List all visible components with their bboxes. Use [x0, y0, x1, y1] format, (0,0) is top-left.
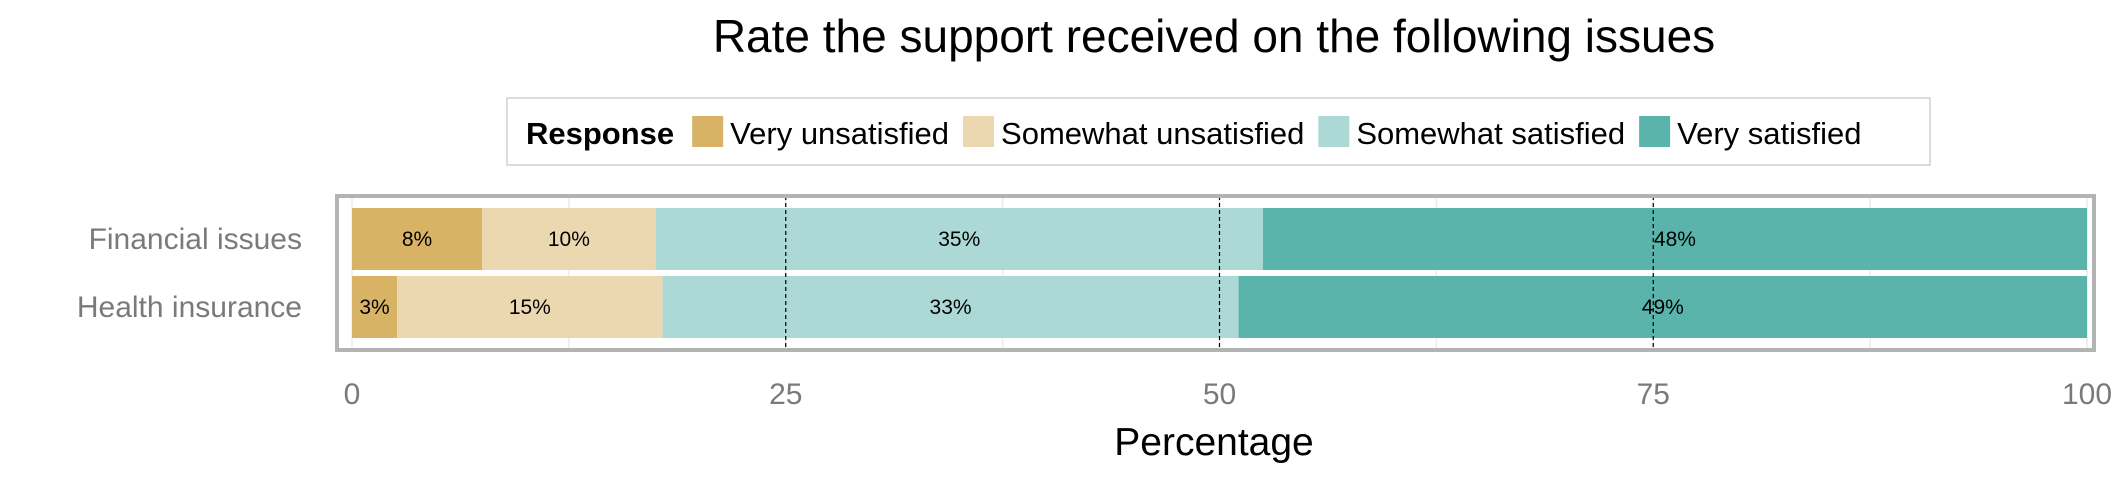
bar-segment — [655, 208, 1263, 270]
legend: Response Very unsatisfied Somewhat unsati… — [506, 97, 1931, 166]
x-tick-label: 0 — [344, 378, 361, 411]
legend-label: Somewhat satisfied — [1356, 116, 1625, 151]
bar-value-label: 49% — [1642, 296, 1684, 319]
legend-key — [963, 116, 995, 147]
bar-segment — [662, 276, 1239, 338]
panel-border — [335, 194, 2096, 352]
category-label: Financial issues — [89, 223, 302, 256]
legend-label: Very satisfied — [1677, 116, 1861, 151]
bar-value-label: 10% — [548, 228, 590, 251]
legend-label: Somewhat unsatisfied — [1001, 116, 1304, 151]
legend-label: Very unsatisfied — [730, 116, 949, 151]
legend-key — [1318, 116, 1350, 147]
legend-box — [506, 97, 1931, 166]
bar-value-label: 3% — [359, 296, 389, 319]
bar-segment — [397, 276, 663, 338]
bar-value-label: 8% — [402, 228, 432, 251]
bar-value-label: 48% — [1654, 228, 1696, 251]
plot-area: 8% 10% 35% 48% 3% 15% 33% 49% Financial issues H… — [77, 194, 2112, 411]
x-tick-label: 75 — [1637, 378, 1670, 411]
bar-value-label: 35% — [938, 228, 980, 251]
legend-title: Response — [526, 116, 674, 151]
chart-title: Rate the support received on the followi… — [713, 10, 1715, 62]
x-axis-title: Percentage — [1114, 421, 1313, 464]
bar-segment — [352, 276, 398, 338]
category-label: Health insurance — [77, 291, 302, 324]
bar-segment — [352, 208, 483, 270]
x-tick-label: 100 — [2062, 378, 2112, 411]
x-tick-label: 25 — [769, 378, 802, 411]
bar-value-label: 15% — [509, 296, 551, 319]
bar-segment — [482, 208, 656, 270]
legend-key — [692, 116, 724, 147]
x-tick-label: 50 — [1203, 378, 1236, 411]
bar-value-label: 33% — [930, 296, 972, 319]
bar-segment — [1238, 276, 2087, 338]
legend-key — [1639, 116, 1671, 147]
bar-segment — [1262, 208, 2087, 270]
